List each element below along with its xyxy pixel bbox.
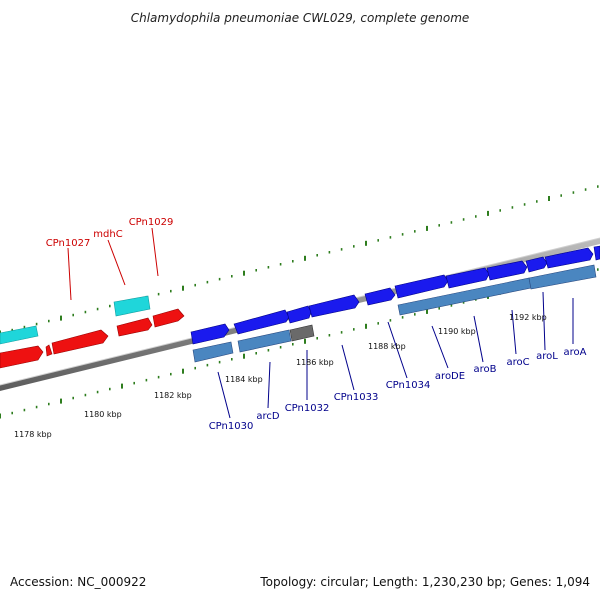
- gene-label-mdhc[interactable]: mdhC: [93, 229, 122, 240]
- gene-arrow-red[interactable]: [152, 308, 185, 328]
- gene-label-arob[interactable]: aroB: [474, 364, 497, 375]
- kbp-label: 1178 kbp: [14, 430, 52, 439]
- gene-arrow-blue[interactable]: [525, 256, 548, 273]
- kbp-label: 1186 kbp: [296, 358, 334, 367]
- gene-labels-bottom: CPn1030 arcD CPn1032 CPn1033 CPn1034 aro…: [209, 347, 587, 432]
- gene-arrow-cyan[interactable]: [113, 295, 151, 317]
- kbp-label: 1190 kbp: [438, 327, 476, 336]
- kbp-label: 1182 kbp: [154, 391, 192, 400]
- gene-arrow-blue[interactable]: [486, 260, 528, 281]
- gene-arrow-blue[interactable]: [286, 305, 312, 324]
- gene-label-cpn1032[interactable]: CPn1032: [285, 403, 330, 414]
- gene-arrow-cyan[interactable]: [0, 325, 39, 345]
- gene-label-cpn1033[interactable]: CPn1033: [334, 392, 379, 403]
- kbp-label: 1192 kbp: [509, 313, 547, 322]
- topology-text: Topology: circular; Length: 1,230,230 bp…: [259, 575, 590, 589]
- cds-bar-gray[interactable]: [289, 324, 315, 342]
- gene-arrow-blue[interactable]: [308, 294, 360, 318]
- cds-bar[interactable]: [237, 329, 292, 353]
- kbp-scale-labels: 1178 kbp 1180 kbp 1182 kbp 1184 kbp 1186…: [14, 313, 547, 439]
- reverse-strand-genes: [0, 295, 185, 369]
- gene-label-cpn1029[interactable]: CPn1029: [129, 217, 174, 228]
- gene-label-cpn1030[interactable]: CPn1030: [209, 421, 254, 432]
- gene-arrow-blue[interactable]: [233, 309, 290, 335]
- gene-arrow-blue[interactable]: [364, 287, 396, 306]
- gene-label-cpn1027[interactable]: CPn1027: [46, 238, 91, 249]
- leader-lines-bottom: [217, 291, 574, 419]
- gene-arrow-red[interactable]: [45, 344, 53, 357]
- gene-arrow-red[interactable]: [51, 329, 109, 355]
- gene-label-aroc[interactable]: aroC: [506, 357, 529, 368]
- gene-arrow-blue[interactable]: [593, 245, 600, 261]
- gene-arrow-red[interactable]: [116, 317, 153, 337]
- kbp-label: 1188 kbp: [368, 342, 406, 351]
- leader-lines-top: [67, 227, 159, 301]
- kbp-label: 1184 kbp: [225, 375, 263, 384]
- cds-bar[interactable]: [192, 341, 234, 363]
- forward-strand-genes: [190, 245, 600, 345]
- gene-arrow-blue[interactable]: [445, 267, 490, 289]
- gene-label-cpn1034[interactable]: CPn1034: [386, 380, 431, 391]
- gene-label-arode[interactable]: aroDE: [435, 371, 465, 382]
- gene-arrow-blue[interactable]: [394, 274, 449, 299]
- gene-arrow-red[interactable]: [0, 345, 44, 369]
- map-title: Chlamydophila pneumoniae CWL029, complet…: [131, 11, 470, 25]
- gene-labels-top: CPn1027 mdhC CPn1029: [46, 217, 174, 249]
- gene-arrow-blue[interactable]: [544, 247, 594, 269]
- cds-track: [192, 264, 597, 363]
- gene-label-aroa[interactable]: aroA: [564, 347, 587, 358]
- gene-arrow-blue[interactable]: [190, 323, 230, 345]
- accession-text: Accession: NC_000922: [10, 575, 146, 589]
- cds-bar[interactable]: [528, 264, 597, 290]
- gene-label-arcd[interactable]: arcD: [256, 411, 280, 422]
- kbp-label: 1180 kbp: [84, 410, 122, 419]
- gene-label-arol[interactable]: aroL: [536, 351, 558, 362]
